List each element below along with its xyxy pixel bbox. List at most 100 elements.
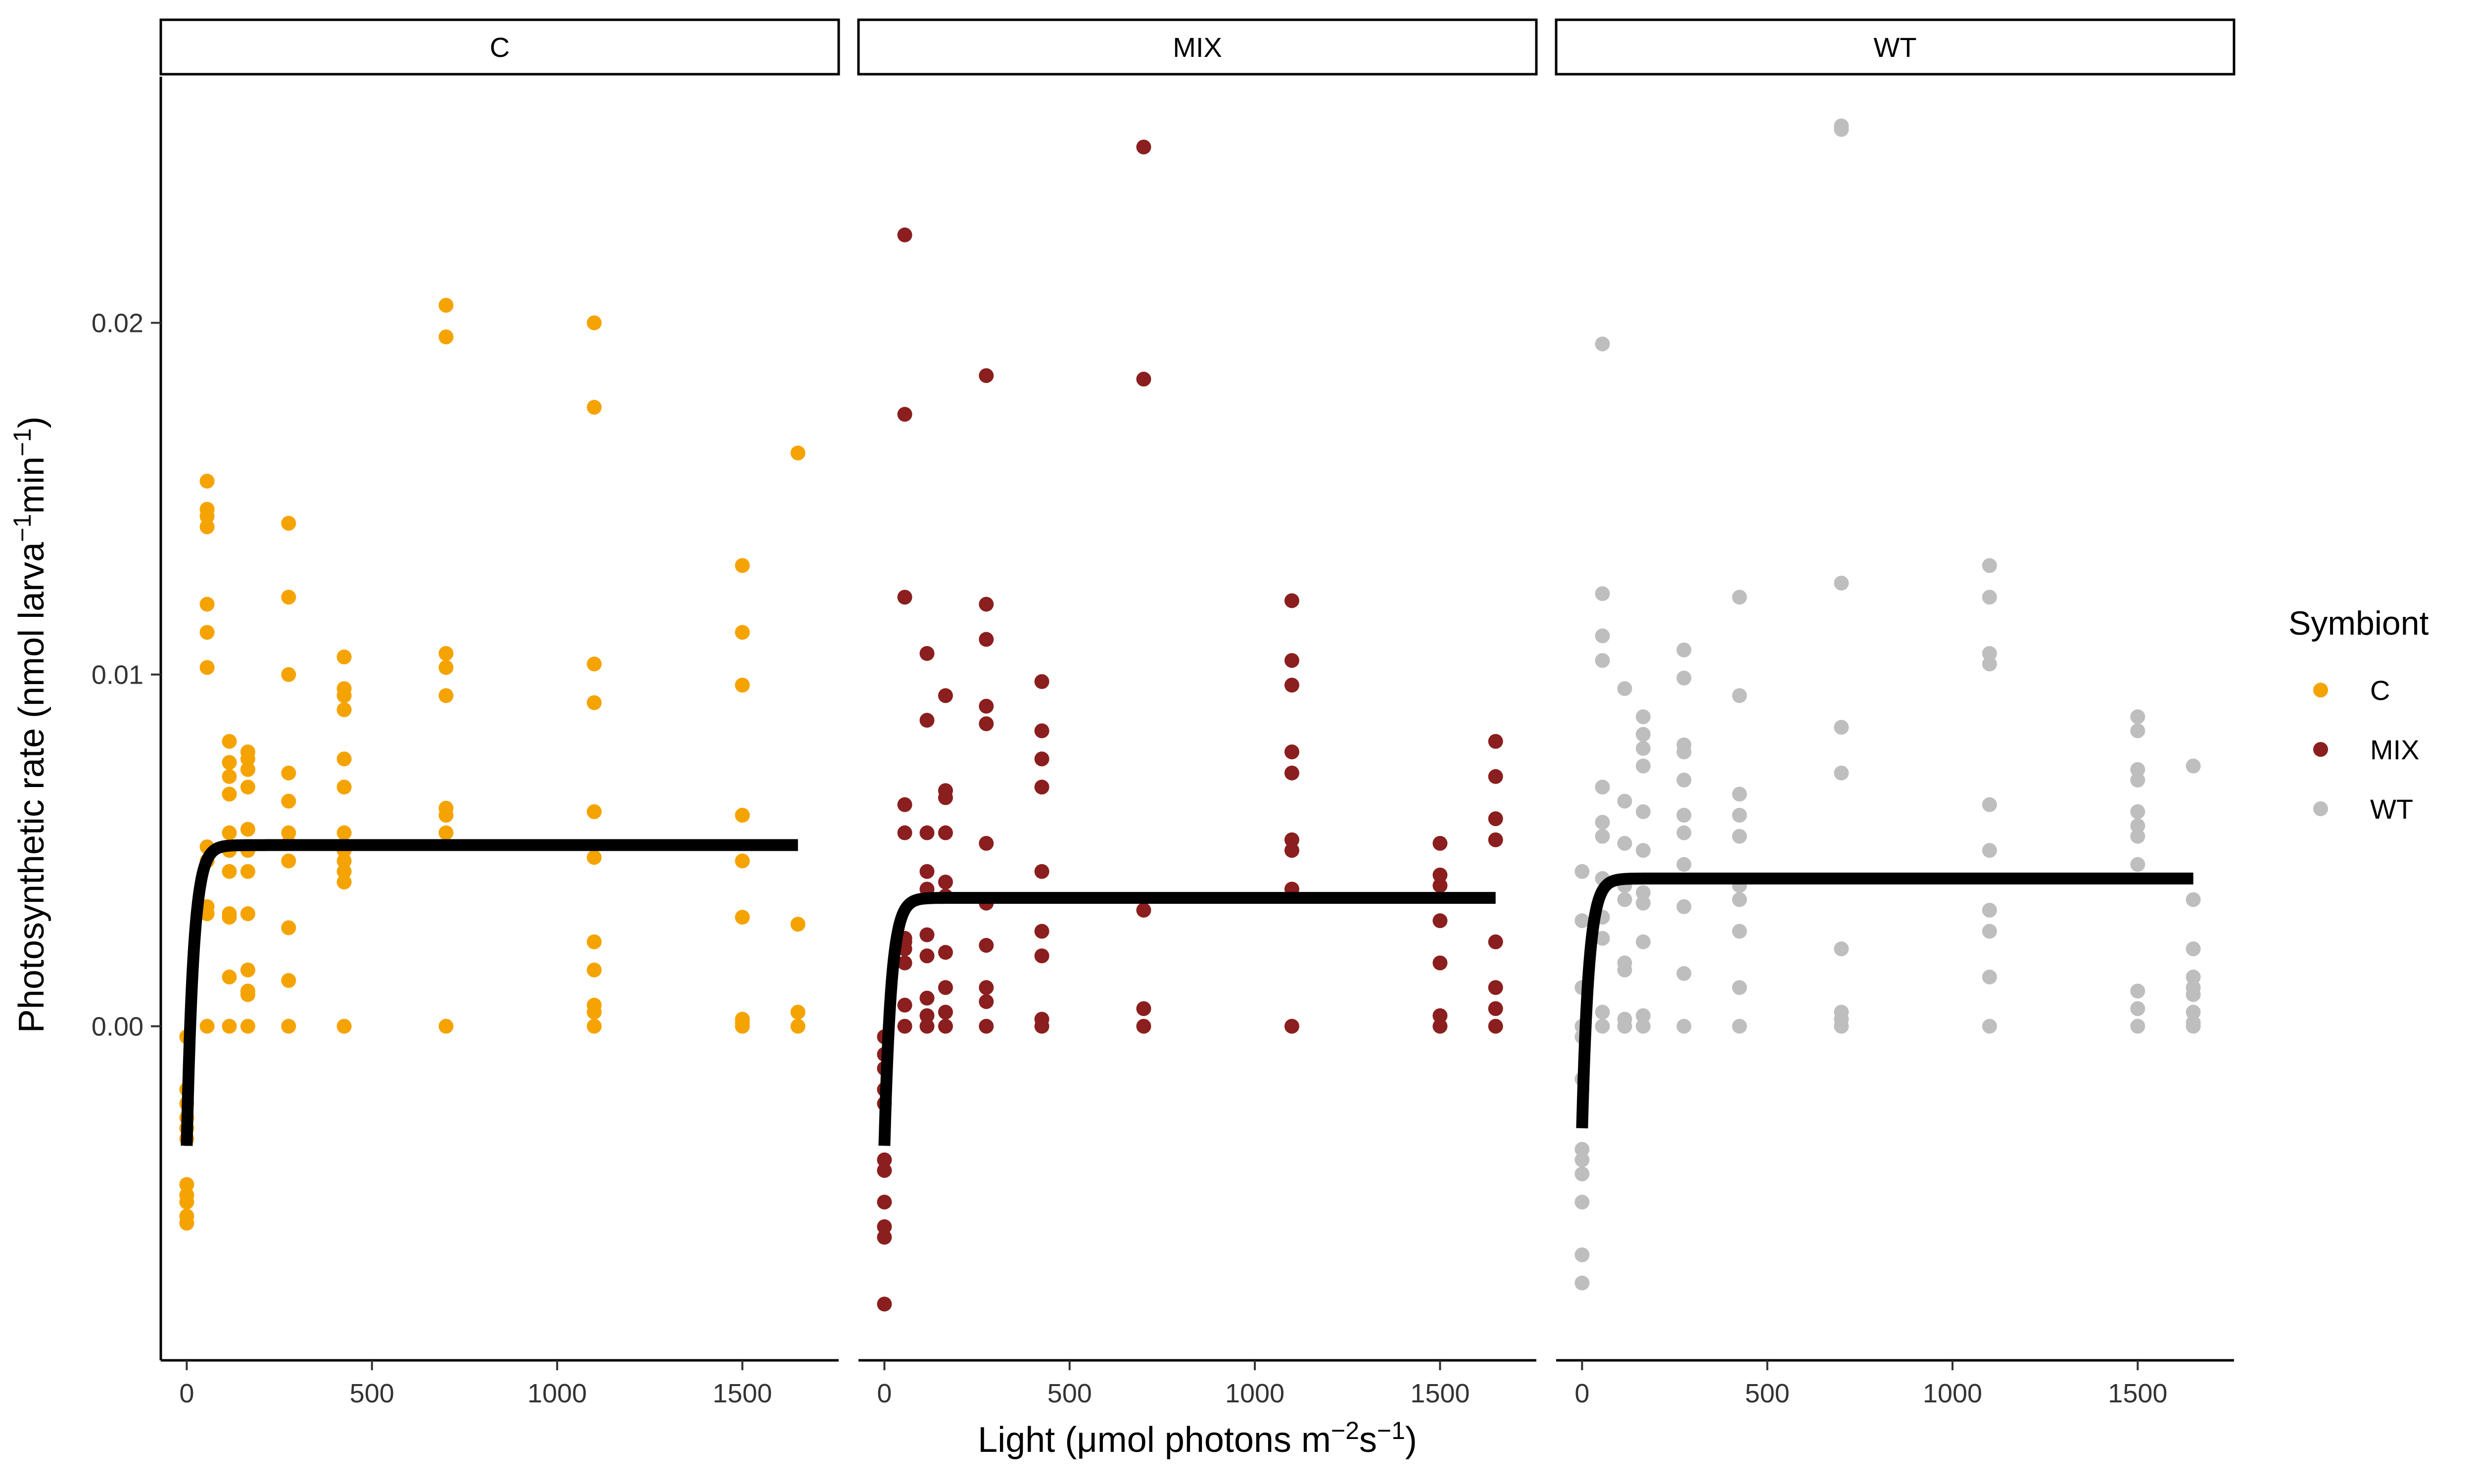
x-tick-label: 0 [1574,1379,1589,1408]
data-point [281,853,296,869]
data-point [1284,765,1299,781]
data-point [1488,934,1503,949]
data-point [281,1019,296,1034]
data-point [336,825,352,840]
data-point [1284,593,1299,608]
data-point [438,1019,454,1034]
data-point [1488,1019,1503,1034]
data-point [897,997,912,1013]
data-point [222,825,237,840]
y-label-sup1: −1 [8,514,36,542]
data-point [2186,892,2201,907]
data-point [1574,1275,1590,1291]
data-point [790,1019,806,1034]
data-point [1834,941,1849,957]
data-point [897,590,912,605]
data-point [281,793,296,809]
data-point [199,509,215,524]
data-point [1982,797,1997,812]
data-point [438,329,454,345]
data-point [2130,857,2145,872]
data-point [586,315,602,330]
data-point [199,519,215,535]
data-point [979,698,994,714]
data-point [790,917,806,932]
data-point [1676,966,1692,981]
data-point [1595,829,1610,844]
data-point [1676,899,1692,914]
data-point [1635,758,1651,774]
data-point [281,825,296,840]
data-point [1136,139,1151,155]
data-point [979,938,994,953]
x-tick-label: 1000 [527,1379,587,1408]
data-point [586,962,602,977]
data-point [336,688,352,703]
data-point [877,1230,892,1245]
data-point [1034,1019,1049,1034]
data-point [199,906,215,922]
legend-key [2313,742,2328,757]
data-point [240,1019,255,1034]
data-point [1432,878,1448,893]
data-point [2130,709,2145,724]
data-point [979,597,994,612]
data-point [735,853,750,869]
x-tick-label: 1500 [713,1379,772,1408]
data-point [938,1019,953,1034]
data-point [586,695,602,710]
data-point [1488,1001,1503,1017]
data-point [240,987,255,1002]
x-tick-label: 1000 [1225,1379,1285,1408]
data-point [1284,1019,1299,1034]
data-point [1034,723,1049,739]
x-label-mu: μ [1077,1420,1097,1460]
data-point [1136,1001,1151,1017]
data-point [1676,670,1692,686]
data-point [1635,843,1651,858]
data-point [179,1177,194,1192]
data-point [1284,843,1299,858]
fitted-curve [181,839,804,1146]
data-point [586,656,602,672]
data-point [1635,727,1651,742]
data-point [1834,575,1849,591]
data-point [897,825,912,840]
data-point [735,625,750,640]
data-point [586,400,602,415]
data-point [1432,867,1448,882]
data-point [919,1008,935,1023]
data-point [897,227,912,242]
data-point [877,1219,892,1234]
data-point [1635,1008,1651,1023]
x-label-end: ) [1405,1420,1417,1460]
data-points [1574,118,2201,1291]
data-point [1488,734,1503,749]
data-point [1432,1008,1448,1023]
y-label-base: Photosynthetic rate (nmol larva [12,542,51,1033]
data-point [1732,590,1747,605]
data-point [2186,987,2201,1002]
data-point [938,945,953,960]
data-point [1732,980,1747,995]
data-point [979,368,994,383]
data-point [199,660,215,675]
data-point [1284,744,1299,760]
data-point [938,1005,953,1020]
data-point [199,1019,215,1034]
data-point [1574,864,1590,879]
data-point [1136,902,1151,918]
data-point [1432,913,1448,928]
data-point [1982,970,1997,985]
facet-panels: C 0 500 1000 1500 MIX 0 500 1000 1500 WT 0 500 1000 15… [159,18,2236,1408]
data-point [240,780,255,795]
data-point [179,1215,194,1231]
data-point [1595,815,1610,830]
x-tick-label: 1500 [1410,1379,1470,1408]
data-point [586,1019,602,1034]
data-point [336,864,352,879]
data-point [790,1005,806,1020]
data-point [919,864,935,879]
legend: Symbiont C MIX WT [2288,604,2429,825]
data-point [790,445,806,461]
